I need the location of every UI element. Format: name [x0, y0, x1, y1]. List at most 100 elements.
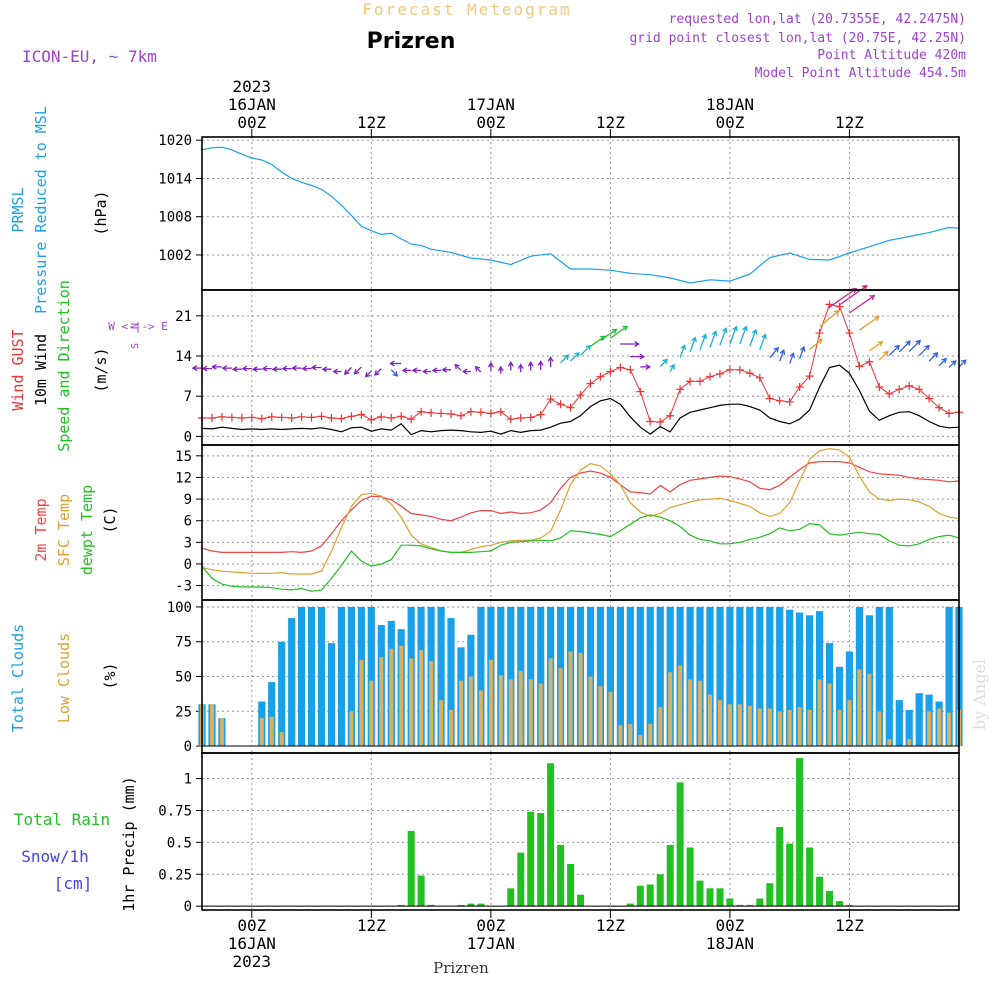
top-time-label: 00Z: [237, 113, 266, 132]
gust-marker: [546, 395, 555, 404]
gust-marker: [456, 411, 465, 420]
gust-marker: [357, 410, 366, 419]
gust-marker: [397, 412, 406, 421]
total-cloud-bar: [796, 612, 804, 746]
low-cloud-bar: [598, 686, 603, 746]
low-cloud-bar: [757, 708, 762, 747]
wind-10m-line: [201, 364, 960, 436]
total-clouds-label: Total Clouds: [9, 624, 27, 732]
gust-marker: [327, 414, 336, 423]
wind-arrow: [454, 363, 462, 371]
gust-marker: [297, 412, 306, 421]
rain-bar: [427, 904, 435, 907]
wind-arrow: [869, 341, 884, 352]
gust-marker: [735, 365, 744, 374]
snow-unit-label: [cm]: [54, 874, 93, 893]
low-cloud-bar: [817, 679, 822, 747]
low-cloud-bar: [937, 708, 942, 747]
low-cloud-bar: [538, 683, 543, 747]
gust-marker: [686, 377, 695, 386]
low-cloud-bar: [628, 723, 633, 747]
y-tick-label: 3: [184, 535, 192, 551]
rain-bar: [686, 847, 694, 907]
wind-arrow: [849, 294, 876, 314]
gust-marker: [317, 412, 326, 421]
low-cloud-bar: [369, 680, 374, 747]
total-cloud-bar: [905, 709, 913, 747]
wind-10m-label: 10m Wind: [32, 334, 50, 406]
wind-arrow: [261, 365, 272, 372]
total-cloud-bar: [606, 607, 614, 747]
wind-arrow: [839, 285, 868, 306]
wind-arrow: [610, 325, 629, 339]
gust-marker: [207, 414, 216, 423]
total-cloud-bar: [895, 700, 903, 746]
bottom-time-label: 16JAN: [228, 934, 276, 953]
wind-arrow: [517, 363, 524, 373]
gust-marker: [506, 415, 515, 424]
rain-bar: [776, 827, 784, 907]
temp-dewpt-label: dewpt Temp: [78, 485, 96, 575]
total-cloud-bar: [537, 607, 545, 747]
low-cloud-bar: [259, 718, 264, 746]
gust-marker: [466, 407, 475, 416]
wind-arrow: [809, 338, 823, 351]
gust-marker: [666, 411, 675, 420]
total-cloud-bar: [816, 611, 824, 746]
panel-frame: [201, 752, 960, 911]
low-cloud-bar: [548, 658, 553, 746]
rain-bar: [826, 890, 833, 907]
wind-arrow: [201, 365, 212, 372]
wind-arrow: [600, 328, 618, 342]
low-cloud-bar: [747, 705, 752, 746]
total-cloud-bar: [806, 615, 814, 746]
gust-marker: [855, 362, 864, 371]
low-cloud-bar: [737, 704, 742, 746]
rain-bar: [517, 852, 525, 907]
low-cloud-bar: [578, 652, 583, 747]
wind-arrow: [441, 366, 451, 373]
rain-bar: [477, 903, 485, 907]
low-cloud-bar: [618, 725, 623, 747]
total-cloud-bar: [278, 641, 286, 746]
temp-sfc-label: SFC Temp: [55, 494, 73, 566]
y-tick-label: 0.5: [167, 835, 192, 851]
wind-arrow: [389, 360, 402, 367]
wind-arrow: [659, 358, 669, 367]
gust-marker: [287, 414, 296, 423]
total-cloud-bar: [626, 607, 634, 747]
low-cloud-bar: [488, 659, 493, 746]
gust-marker: [636, 387, 645, 396]
total-cloud-bar: [317, 607, 326, 747]
total-cloud-bar: [507, 607, 515, 747]
rain-bar: [656, 874, 664, 907]
y-tick-label: 1002: [158, 248, 192, 264]
total-cloud-bar: [945, 607, 953, 747]
rain-bar: [746, 904, 754, 907]
bottom-time-label: 12Z: [357, 916, 386, 935]
low-cloud-bar: [867, 673, 872, 746]
gust-marker: [576, 391, 585, 400]
low-cloud-bar: [379, 657, 384, 746]
wind-arrow: [390, 369, 399, 377]
low-cloud-bar: [349, 711, 354, 747]
wind-arrow: [739, 325, 748, 345]
wind-arrow: [590, 335, 606, 347]
temp-2m-line: [201, 461, 960, 554]
gust-marker: [775, 396, 784, 405]
y-tick-label: 50: [175, 670, 192, 686]
gust-marker: [905, 381, 914, 390]
gust-marker: [447, 410, 456, 418]
wind-arrow: [364, 370, 372, 378]
rain-bar: [676, 782, 684, 907]
wind-arrow: [669, 363, 675, 372]
gust-marker: [745, 369, 754, 378]
top-time-label: 00Z: [715, 113, 744, 132]
panel-wind: 0 7 14 21: [175, 290, 959, 445]
bottom-time-label: 2023: [233, 952, 272, 971]
wind-arrow: [310, 364, 322, 371]
wind-arrow: [211, 363, 222, 370]
snow-label: Snow/1h: [21, 847, 88, 866]
rain-bar: [577, 894, 584, 907]
